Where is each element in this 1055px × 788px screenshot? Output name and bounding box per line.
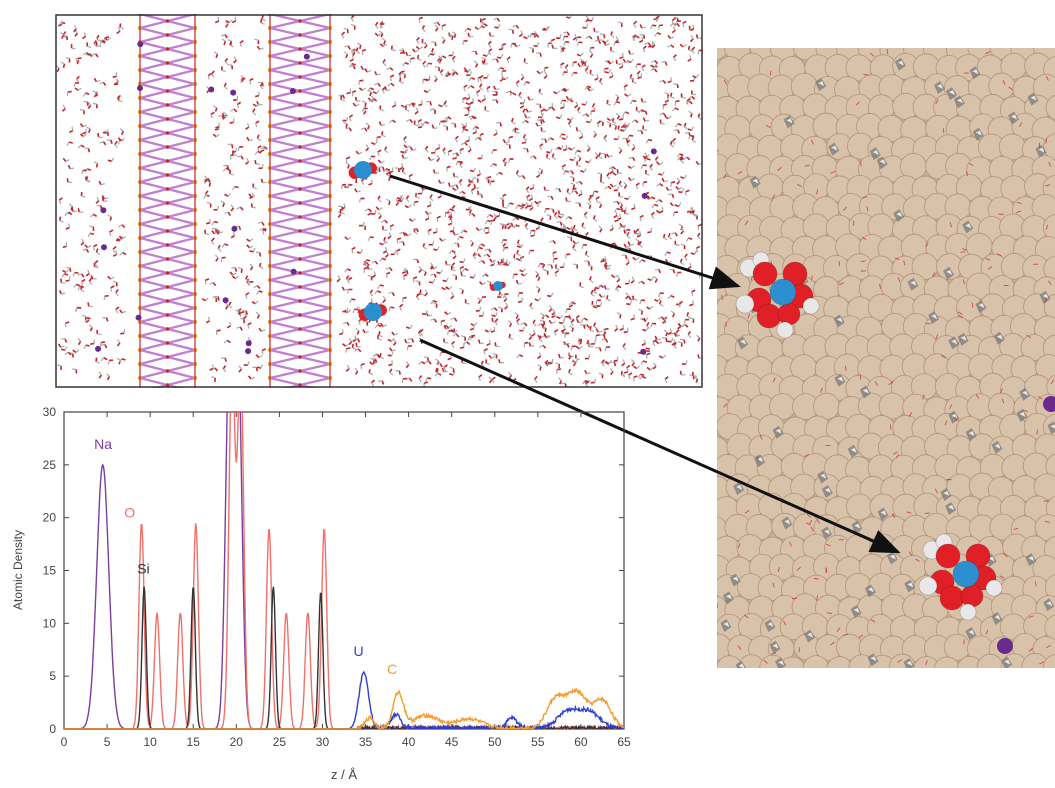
series-label-na: Na [94,436,112,452]
x-tick-label: 10 [143,735,157,749]
x-tick-label: 55 [531,735,545,749]
y-tick-label: 20 [43,511,57,525]
x-tick-label: 0 [61,735,68,749]
y-tick-label: 0 [49,722,56,736]
y-tick-label: 25 [43,458,57,472]
series-line-si [64,586,624,729]
adsorbed-complexes [735,251,1003,621]
series-label-u: U [353,643,363,659]
x-tick-label: 60 [574,735,588,749]
x-tick-label: 25 [273,735,287,749]
x-tick-label: 45 [445,735,459,749]
sodium-ion-upper [1043,396,1055,412]
y-axis-label: Atomic Density [11,530,25,610]
x-tick-label: 40 [402,735,416,749]
clay-layers [137,14,333,388]
y-tick-label: 10 [43,616,57,630]
x-tick-label: 15 [187,735,201,749]
sodium-ions [95,41,657,355]
series-label-si: Si [137,561,149,577]
y-tick-label: 15 [43,564,57,578]
x-tick-label: 35 [359,735,373,749]
surface-atoms [717,48,1055,668]
series-label-c: C [387,661,397,677]
x-tick-label: 50 [488,735,502,749]
md-simulation-snapshot [55,14,703,388]
x-tick-label: 65 [617,735,631,749]
x-tick-label: 30 [316,735,330,749]
y-tick-label: 5 [49,669,56,683]
atomic-density-chart: 0 5 10 15 20 25 30 35 40 45 50 55 60 65 0 5 10 15 20 25 30 N… [11,405,631,782]
series-label-o: O [124,505,135,521]
sodium-ion-lower [997,638,1013,654]
y-tick-label: 30 [43,405,57,419]
surface-closeup-view [717,48,1055,668]
series-line-c [64,686,624,729]
x-axis-label: z / Å [331,767,357,782]
x-tick-label: 20 [230,735,244,749]
water-molecules [55,14,703,388]
x-tick-label: 5 [104,735,111,749]
